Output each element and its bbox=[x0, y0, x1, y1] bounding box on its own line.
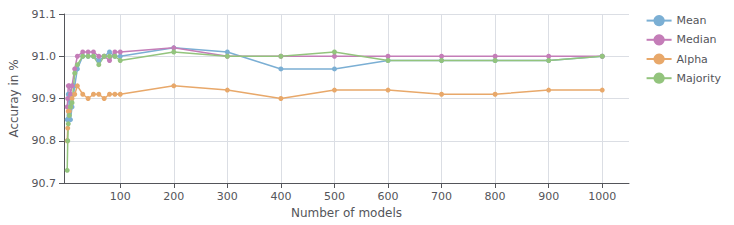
svg-text:800: 800 bbox=[485, 190, 506, 203]
svg-text:90.9: 90.9 bbox=[32, 92, 57, 105]
svg-text:Number of models: Number of models bbox=[291, 206, 402, 220]
svg-text:400: 400 bbox=[270, 190, 291, 203]
svg-text:91.1: 91.1 bbox=[32, 8, 57, 21]
svg-text:90.7: 90.7 bbox=[32, 177, 57, 190]
svg-text:500: 500 bbox=[324, 190, 345, 203]
svg-text:Median: Median bbox=[677, 33, 717, 46]
svg-text:600: 600 bbox=[378, 190, 399, 203]
svg-text:100: 100 bbox=[110, 190, 131, 203]
svg-text:Alpha: Alpha bbox=[677, 53, 708, 66]
svg-text:900: 900 bbox=[538, 190, 559, 203]
svg-text:Majority: Majority bbox=[677, 72, 722, 85]
svg-text:200: 200 bbox=[163, 190, 184, 203]
svg-text:91.0: 91.0 bbox=[32, 50, 57, 63]
svg-text:300: 300 bbox=[217, 190, 238, 203]
svg-text:Mean: Mean bbox=[677, 14, 707, 27]
svg-text:Accuray in %: Accuray in % bbox=[7, 59, 21, 137]
svg-text:90.8: 90.8 bbox=[32, 134, 57, 147]
svg-text:700: 700 bbox=[431, 190, 452, 203]
svg-text:1000: 1000 bbox=[588, 190, 616, 203]
